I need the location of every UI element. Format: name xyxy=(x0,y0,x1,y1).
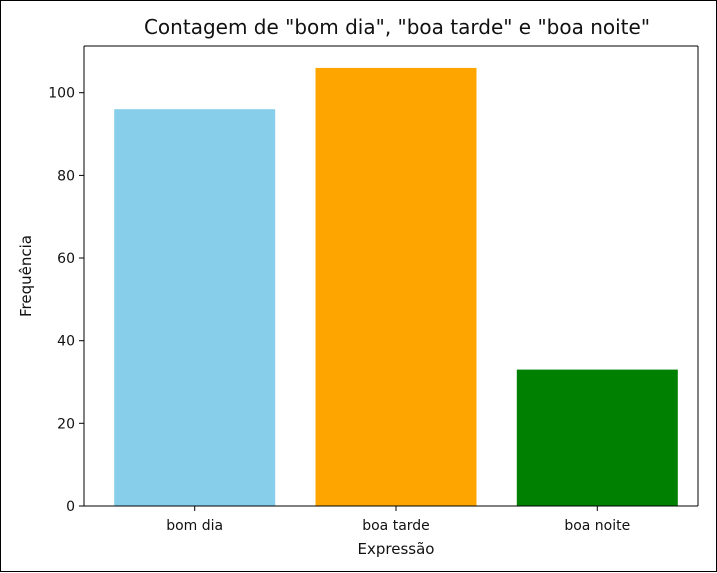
y-tick-label: 80 xyxy=(57,168,75,184)
y-axis-label: Frequência xyxy=(17,235,35,317)
chart-title: Contagem de "bom dia", "boa tarde" e "bo… xyxy=(144,15,650,39)
y-tick-label: 60 xyxy=(57,251,75,267)
y-axis-ticks: 0 20 40 60 80 100 xyxy=(48,86,84,515)
y-tick-label: 20 xyxy=(57,416,75,432)
x-tick-label: boa tarde xyxy=(362,518,430,534)
bar-boa-noite xyxy=(516,369,678,506)
x-axis-ticks: bom dia boa tarde boa noite xyxy=(166,506,630,534)
y-tick-label: 40 xyxy=(57,334,75,350)
plot-area xyxy=(114,67,678,507)
bar-bom-dia xyxy=(114,109,276,506)
y-tick-label: 100 xyxy=(48,86,75,102)
x-tick-label: boa noite xyxy=(564,518,630,534)
y-tick-label: 0 xyxy=(66,499,75,515)
x-axis-label: Expressão xyxy=(358,540,435,558)
bar-boa-tarde xyxy=(315,67,477,507)
x-tick-label: bom dia xyxy=(166,518,223,534)
